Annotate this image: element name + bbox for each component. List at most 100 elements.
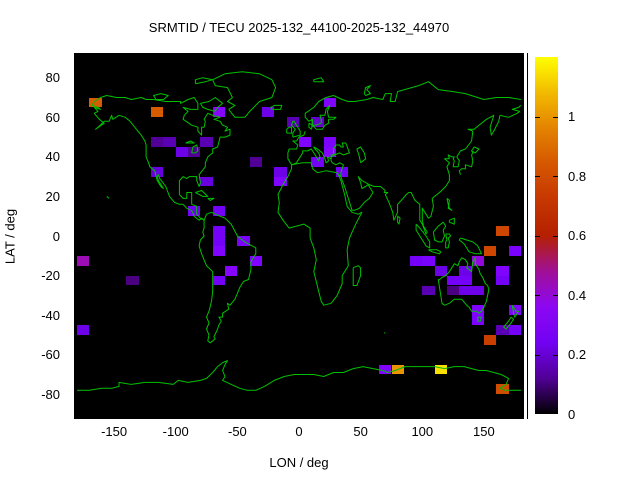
heatmap-cell (299, 137, 312, 147)
x-tick-label: 100 (411, 424, 434, 439)
coastline-path (458, 237, 482, 255)
colorbar-tick-mark (553, 116, 558, 118)
coastline-path (308, 122, 314, 130)
coastline-path (356, 146, 367, 164)
coastline-path (286, 126, 293, 134)
coastline-path (503, 316, 514, 330)
heatmap-cell (175, 147, 188, 157)
map-plot-area (74, 53, 524, 419)
coastline-path (287, 130, 335, 166)
x-tick-label: -50 (227, 424, 247, 439)
coastline-path (207, 197, 215, 201)
coastline-path (291, 120, 301, 138)
heatmap-cell (200, 176, 213, 187)
y-tick-label: -40 (41, 307, 60, 323)
coastline-path (448, 217, 455, 225)
colorbar-tick-mark (535, 354, 540, 356)
heatmap-cell (212, 226, 225, 236)
colorbar-tick-mark (553, 354, 558, 356)
coastline-path (333, 81, 521, 102)
y-tick-label: 40 (45, 149, 60, 165)
heatmap-cell (212, 206, 225, 217)
colorbar-tick-mark (535, 295, 540, 296)
coastline-path (477, 316, 482, 322)
heatmap-cell (496, 265, 509, 276)
coastline-path (333, 142, 350, 156)
heatmap-cell (262, 107, 275, 118)
heatmap-cell (434, 265, 447, 276)
coastline-path (77, 360, 521, 391)
heatmap-cell (151, 166, 164, 177)
world-coastlines-map (77, 71, 522, 391)
coastline-path (511, 304, 519, 318)
coastline-path (352, 265, 362, 286)
heatmap-cell (508, 245, 521, 256)
x-tick-label: 150 (473, 424, 495, 439)
coastline-path (458, 146, 480, 175)
plot-right-border-line (527, 53, 528, 419)
colorbar-tick-label: 0.4 (568, 287, 587, 303)
colorbar-tick-label: 1 (568, 109, 576, 124)
coastline-path (330, 154, 344, 178)
heatmap-cell (422, 255, 435, 266)
heatmap-cell (459, 285, 472, 296)
y-tick-label: -80 (41, 386, 60, 402)
coastline-path (340, 105, 522, 235)
colorbar-tick-mark (553, 295, 558, 296)
x-tick-label: 50 (353, 424, 368, 439)
heatmap-cell (508, 305, 521, 316)
heatmap-cell (446, 275, 460, 286)
heatmap-cell (89, 97, 102, 108)
x-tick-label: -100 (162, 424, 189, 439)
heatmap-cell (151, 137, 164, 147)
y-tick-label: -60 (41, 347, 60, 363)
colorbar-tick-label: 0 (568, 406, 576, 422)
coastline-path (212, 71, 277, 118)
heatmap-cell (274, 176, 287, 187)
colorbar-tick-label: 0.8 (568, 168, 587, 184)
x-tick-label: 0 (295, 424, 303, 439)
colorbar-tick-mark (535, 176, 540, 177)
heatmap-cell (459, 275, 472, 286)
x-axis-label: LON / deg (269, 455, 329, 470)
chart-title: SRMTID / TECU 2025-132_44100-2025-132_44… (148, 20, 450, 35)
heatmap-cell (422, 285, 435, 296)
coastline-path (437, 257, 490, 314)
y-tick-label: 20 (45, 188, 60, 204)
coastline-path (304, 95, 337, 130)
coastline-path (313, 77, 325, 83)
y-tick-label: 80 (45, 70, 60, 86)
coastline-path (191, 144, 199, 154)
coastline-path (445, 233, 452, 249)
coastline-path (199, 97, 224, 112)
coastline-path (363, 85, 371, 96)
x-tick-label: -150 (101, 424, 128, 439)
heatmap-cell (446, 285, 460, 296)
heatmap-cell (212, 107, 225, 118)
heatmap-cell (151, 107, 164, 118)
colorbar-tick-mark (553, 235, 558, 237)
heatmap-cell (459, 265, 472, 276)
coastline-path (91, 95, 231, 221)
colorbar-tick-label: 0.6 (568, 228, 587, 243)
coastline-path (270, 104, 283, 110)
coastline-path (415, 223, 431, 249)
heatmap-cell (163, 137, 176, 147)
coastline-path (432, 221, 447, 243)
heatmap-cell (249, 156, 262, 167)
y-tick-label: -20 (41, 268, 60, 284)
heatmap-cell (77, 325, 90, 335)
heatmap-cell (410, 255, 423, 266)
heatmap-cell (212, 245, 225, 256)
heatmap-cell (274, 166, 287, 177)
y-tick-label: 60 (45, 109, 60, 125)
heatmap-cell (336, 166, 349, 177)
heatmap-cell (188, 147, 201, 157)
heatmap-cell (188, 206, 201, 217)
heatmap-cell (249, 255, 262, 266)
colorbar (535, 57, 558, 414)
coastline-path (106, 196, 110, 199)
heatmap-cell (471, 305, 484, 316)
coastline-path (277, 162, 363, 306)
coastline-path (198, 211, 257, 344)
